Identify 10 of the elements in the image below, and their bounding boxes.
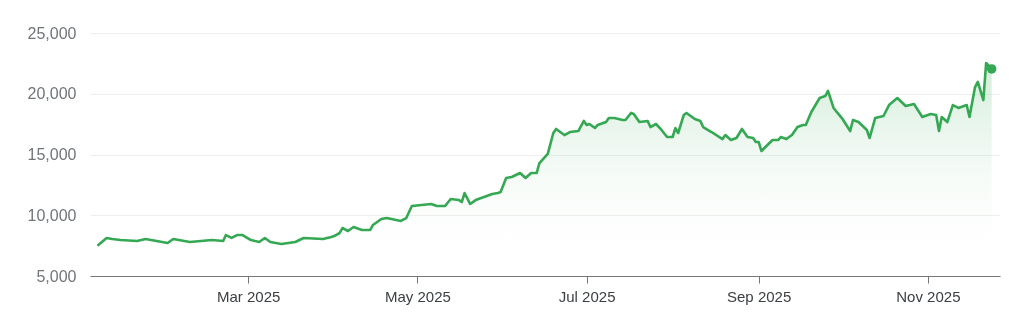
x-tick-label: Jul 2025 [558,287,616,305]
x-tick-label: Nov 2025 [896,287,961,305]
y-tick-label: 10,000 [27,206,77,224]
y-tick-label: 25,000 [27,24,77,42]
y-tick-label: 5,000 [36,267,77,285]
x-tick-label: Sep 2025 [727,287,792,305]
x-tick-label: Mar 2025 [216,287,281,305]
x-tick-label: May 2025 [384,287,451,305]
y-tick-label: 15,000 [27,146,77,163]
y-tick-label: 20,000 [27,85,77,103]
